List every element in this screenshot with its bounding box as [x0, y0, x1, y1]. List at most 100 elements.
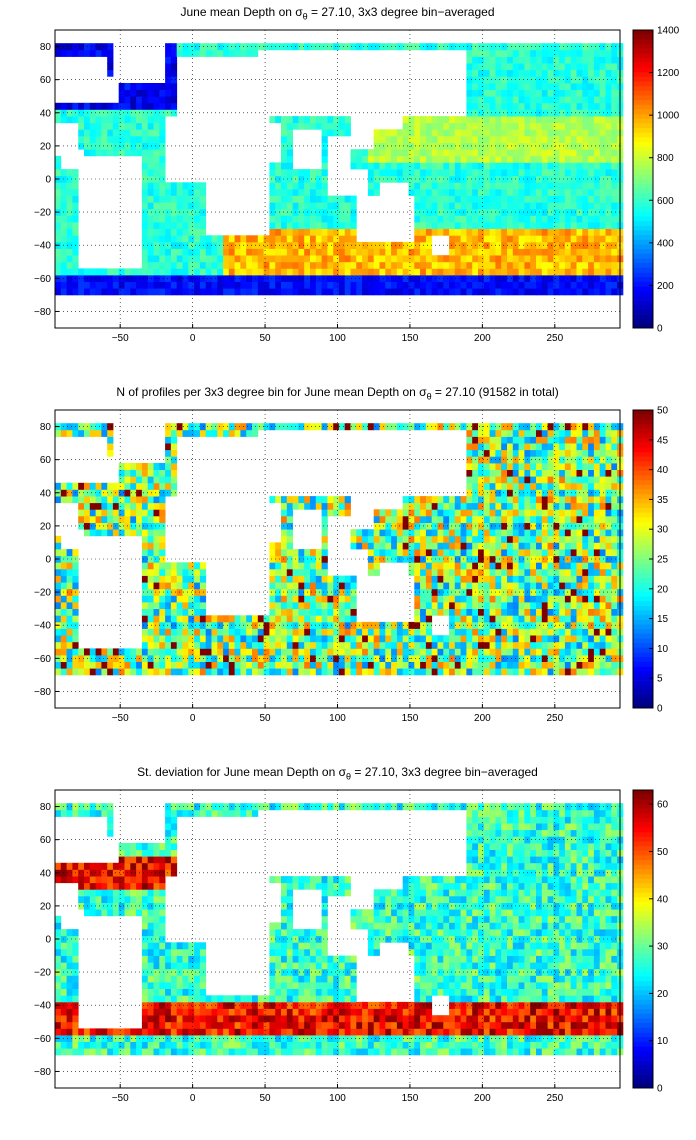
heat-cell — [402, 635, 409, 643]
heat-cell — [182, 661, 189, 669]
heat-cell — [449, 129, 456, 137]
heat-cell — [408, 255, 415, 263]
heat-cell — [310, 188, 317, 196]
heat-cell — [153, 275, 160, 282]
heat-cell — [431, 43, 438, 51]
heat-cell — [205, 621, 212, 629]
heat-cell — [107, 482, 114, 490]
heat-cell — [611, 621, 618, 629]
heat-cell — [159, 255, 166, 263]
heat-cell — [66, 235, 73, 243]
heat-cell — [466, 288, 473, 296]
heat-cell — [512, 222, 519, 229]
heat-cell — [147, 169, 154, 177]
heat-cell — [66, 175, 73, 183]
heat-cell — [576, 116, 583, 124]
heat-cell — [472, 129, 479, 137]
heat-cell — [223, 49, 230, 57]
heat-cell — [541, 436, 548, 444]
heat-cell — [425, 136, 433, 143]
heat-cell — [118, 463, 125, 470]
heat-cell — [124, 469, 131, 477]
heat-cell — [611, 69, 618, 77]
x-tick-label: 150 — [402, 333, 419, 344]
heat-cell — [559, 516, 566, 523]
heat-cell — [605, 102, 612, 110]
heat-cell — [275, 202, 282, 210]
heat-cell — [362, 248, 369, 256]
heat-cell — [536, 449, 543, 457]
heat-cell — [541, 83, 548, 90]
heat-cell — [310, 496, 317, 504]
heat-cell — [321, 615, 328, 623]
heat-cell — [165, 628, 172, 636]
heat-cell — [246, 615, 253, 623]
heat-cell — [611, 96, 618, 104]
heat-cell — [321, 202, 328, 210]
heat-cell — [408, 529, 415, 537]
heat-cell — [570, 555, 577, 563]
heat-cell — [315, 595, 322, 603]
colorbar-segment — [633, 155, 653, 161]
heat-cell — [176, 668, 183, 676]
heat-cell — [489, 169, 496, 177]
heat-cell — [559, 149, 566, 157]
heat-cell — [281, 235, 288, 243]
heat-cell — [170, 602, 178, 609]
heat-cell — [483, 496, 490, 504]
heat-cell — [478, 76, 485, 84]
heat-cell — [333, 628, 340, 636]
heat-cell — [559, 661, 566, 669]
heat-cell — [582, 49, 589, 57]
heat-cell — [460, 635, 467, 643]
heat-cell — [188, 182, 195, 190]
heat-cell — [373, 268, 380, 276]
heat-cell — [344, 496, 351, 504]
heat-cell — [165, 56, 172, 64]
heat-cell — [385, 155, 392, 163]
heat-cell — [466, 429, 473, 437]
heat-cell — [315, 423, 322, 431]
heat-cell — [425, 509, 433, 517]
heat-cell — [141, 648, 149, 656]
heat-cell — [495, 516, 502, 523]
heat-cell — [165, 83, 172, 90]
heat-cell — [153, 509, 160, 517]
heat-cell — [124, 648, 131, 656]
heat-cell — [536, 635, 543, 643]
heat-cell — [582, 275, 589, 282]
heat-cell — [170, 628, 178, 636]
heat-cell — [524, 63, 531, 71]
heat-cell — [147, 261, 154, 269]
heat-cell — [147, 142, 154, 150]
heat-cell — [524, 608, 531, 616]
heat-cell — [437, 602, 444, 609]
heat-cell — [495, 175, 502, 183]
heat-cell — [257, 288, 264, 296]
heat-cell — [211, 655, 218, 662]
heat-cell — [547, 423, 554, 431]
heat-cell — [269, 568, 276, 576]
heat-cell — [501, 116, 508, 124]
heat-cell — [570, 268, 577, 276]
heat-cell — [553, 275, 560, 282]
heat-cell — [420, 602, 427, 609]
heat-cell — [292, 202, 299, 210]
heat-cell — [495, 562, 502, 570]
heat-cell — [373, 169, 380, 177]
heat-cell — [205, 423, 212, 431]
heat-cell — [518, 215, 525, 223]
heat-cell — [275, 228, 282, 236]
heat-cell — [559, 529, 566, 537]
heat-cell — [176, 635, 183, 643]
heat-cell — [199, 202, 207, 210]
heat-cell — [333, 215, 340, 223]
heat-cell — [310, 423, 317, 431]
heat-cell — [611, 469, 618, 477]
heat-cell — [611, 43, 618, 51]
heat-cell — [344, 288, 351, 296]
heat-cell — [443, 635, 450, 643]
heat-cell — [489, 602, 496, 609]
heat-cell — [541, 69, 548, 77]
heat-cell — [483, 288, 490, 296]
